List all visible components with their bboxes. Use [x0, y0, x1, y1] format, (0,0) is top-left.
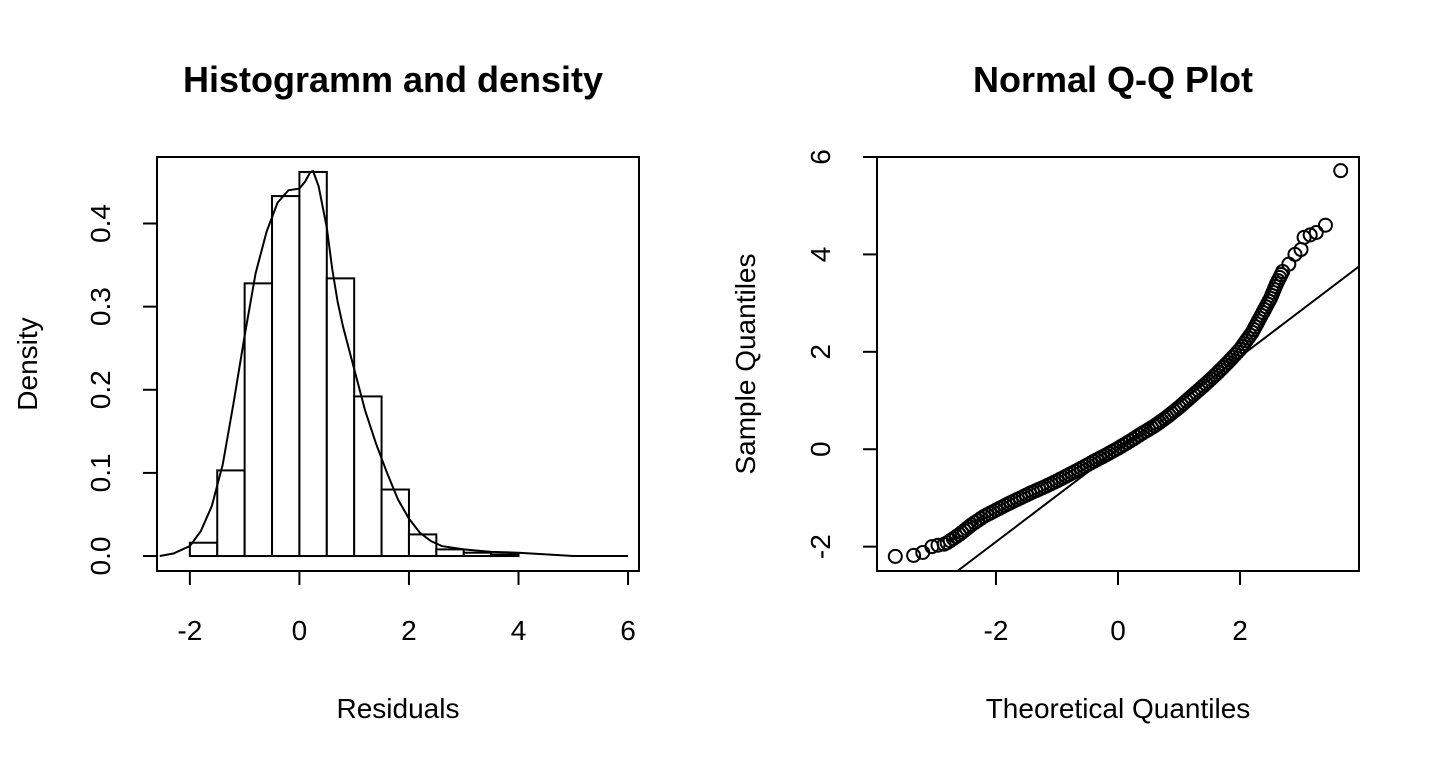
- histogram-x-tick-label-4: 6: [620, 615, 636, 646]
- qq-point: [1317, 217, 1333, 233]
- qq-y-tick-label-2: 2: [805, 344, 836, 360]
- qq-x-axis-label: Theoretical Quantiles: [986, 693, 1251, 724]
- histogram-y-tick-label-1: 0.1: [85, 453, 116, 492]
- histogram-axes: -2 0 2 4 6 0.0 0.1 0.2 0.3 0.4: [85, 204, 636, 646]
- histogram-bar-11: [490, 553, 520, 558]
- histogram-bar-9: [435, 548, 465, 558]
- histogram-bar-2: [243, 282, 274, 558]
- qq-point: [1333, 163, 1349, 179]
- qq-x-tick-label-2: 2: [1232, 615, 1248, 646]
- qq-point: [1308, 224, 1324, 240]
- histogram-x-tick-label-2: 2: [401, 615, 417, 646]
- qq-y-tick-label-3: 4: [805, 247, 836, 263]
- qq-y-tick-label-4: 6: [805, 149, 836, 165]
- histogram-x-axis-label: Residuals: [337, 693, 460, 724]
- qq-x-tick-label-1: 0: [1110, 615, 1126, 646]
- qq-points: [887, 163, 1349, 564]
- histogram-bar-3: [271, 195, 301, 558]
- histogram-bar-5: [325, 277, 356, 558]
- histogram-bar-7: [380, 488, 410, 558]
- histogram-x-tick-label-1: 0: [292, 615, 308, 646]
- histogram-bar-1: [216, 469, 246, 558]
- histogram-y-axis-label: Density: [12, 317, 43, 410]
- qq-y-axis-label: Sample Quantiles: [730, 253, 761, 474]
- histogram-panel: Histogramm and density Residuals Density…: [12, 59, 640, 724]
- density-curve: [159, 169, 629, 558]
- qq-y-tick-label-0: -2: [805, 534, 836, 559]
- histogram-x-tick-label-0: -2: [177, 615, 202, 646]
- histogram-bar-6: [353, 395, 383, 558]
- qq-y-tick-label-1: 0: [805, 441, 836, 457]
- histogram-x-tick-label-3: 4: [511, 615, 527, 646]
- histogram-title: Histogramm and density: [183, 59, 603, 100]
- qq-x-tick-label-0: -2: [984, 615, 1009, 646]
- qq-point: [887, 548, 903, 564]
- histogram-y-tick-label-0: 0.0: [85, 537, 116, 576]
- qq-point: [906, 547, 922, 563]
- histogram-bar-0: [188, 541, 219, 558]
- histogram-y-tick-label-3: 0.3: [85, 287, 116, 326]
- histogram-bar-10: [462, 551, 493, 558]
- histogram-bar-8: [407, 533, 438, 558]
- qq-plot-title: Normal Q-Q Plot: [973, 59, 1253, 100]
- histogram-y-tick-label-2: 0.2: [85, 370, 116, 409]
- histogram-bar-4: [298, 170, 328, 558]
- histogram-y-tick-label-4: 0.4: [85, 204, 116, 243]
- qq-plot-panel: Normal Q-Q Plot Theoretical Quantiles Sa…: [730, 59, 1360, 724]
- qq-plot-frame: [876, 156, 1360, 572]
- density-curve-layer: [159, 169, 629, 558]
- histogram-bars: [188, 170, 520, 558]
- histogram-plot-frame: [156, 156, 640, 572]
